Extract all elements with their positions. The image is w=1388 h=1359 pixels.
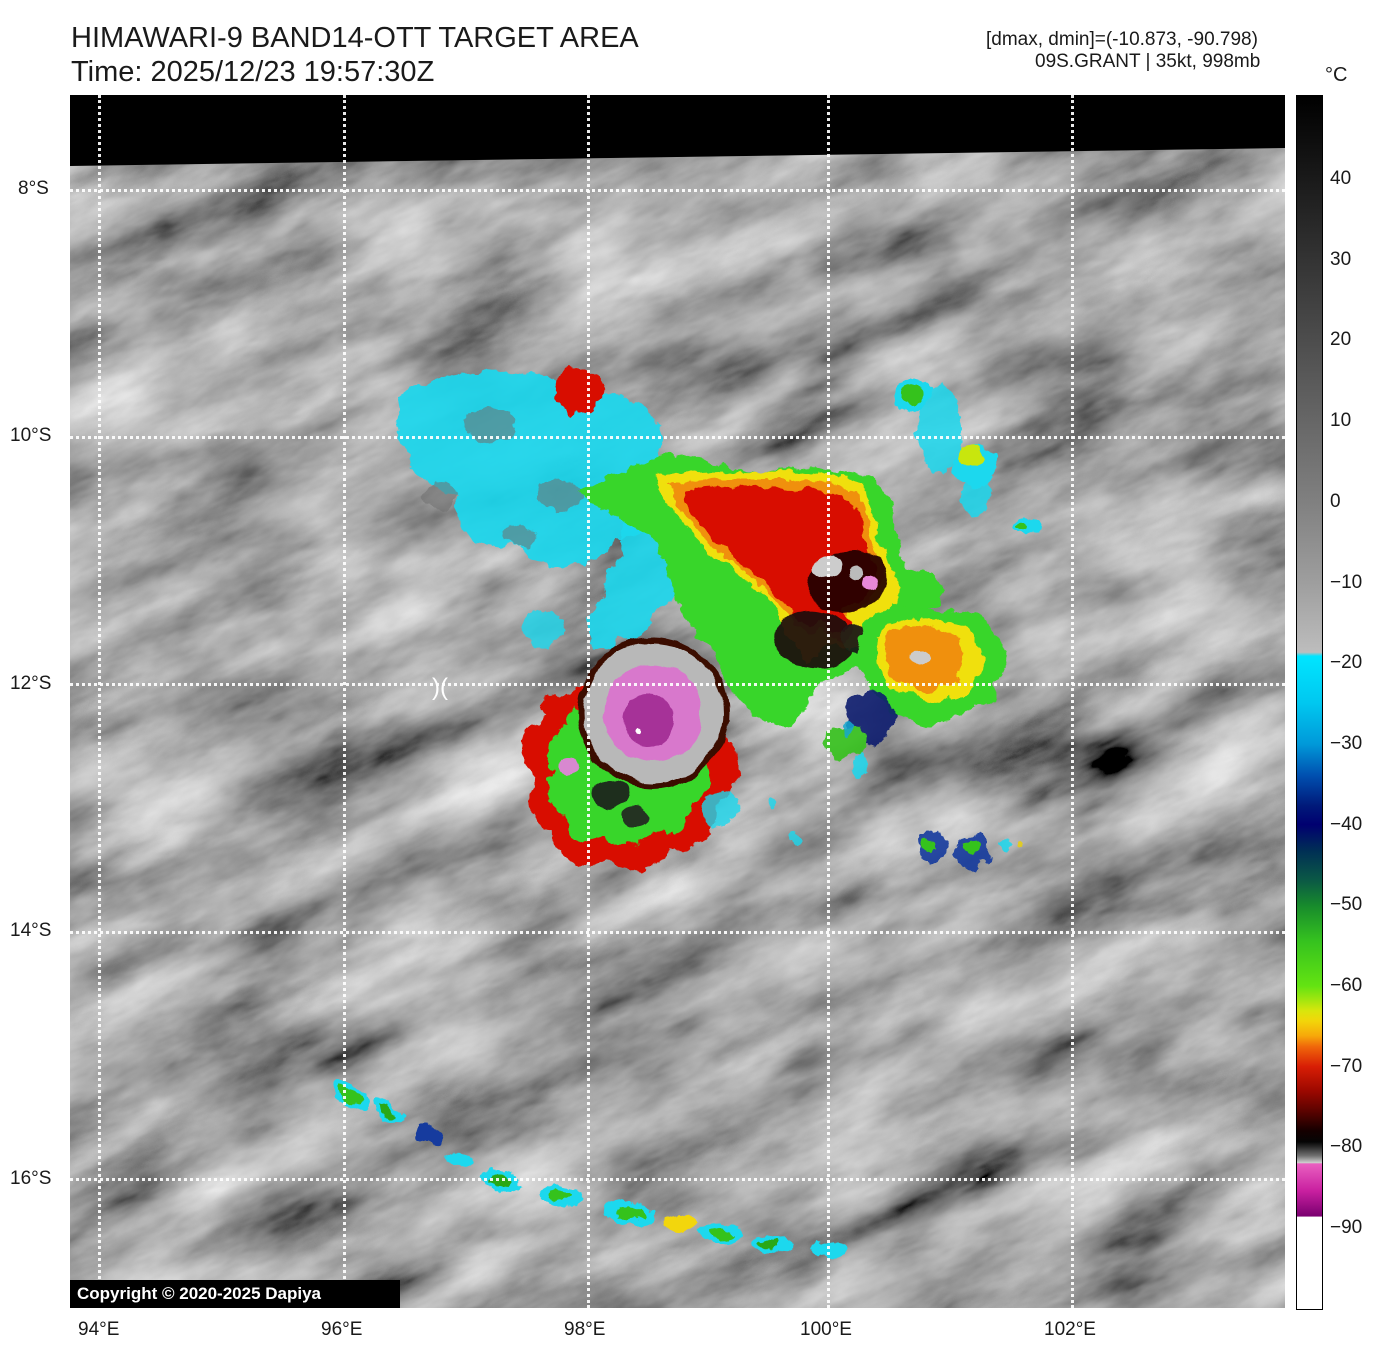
- svg-text:)(: )(: [432, 674, 448, 701]
